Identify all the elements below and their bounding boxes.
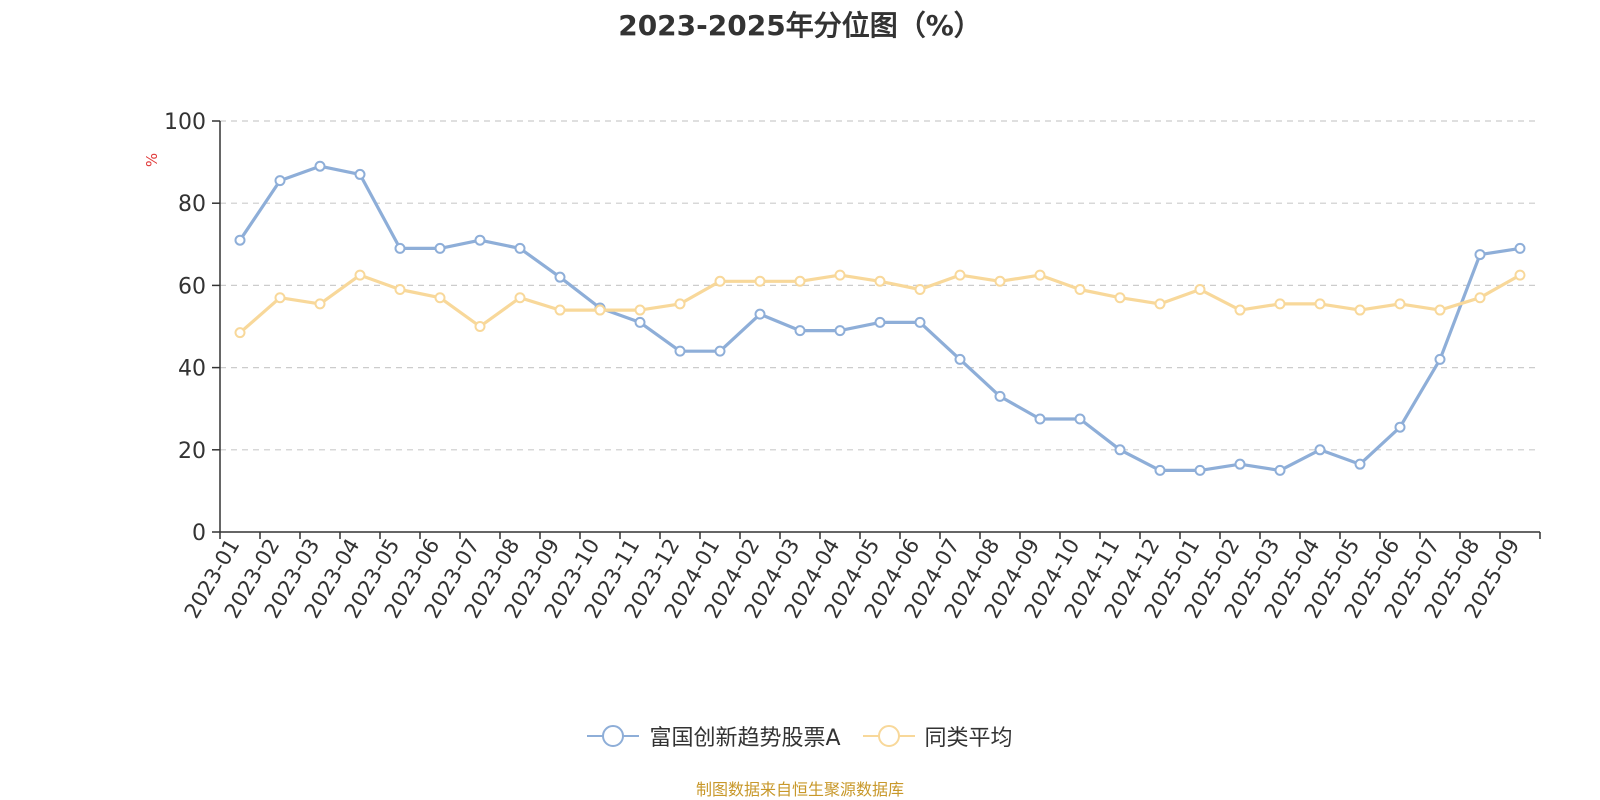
data-point-series-2[interactable]	[274, 292, 286, 304]
data-point-series-1[interactable]	[514, 242, 526, 254]
data-point-series-2[interactable]	[1194, 284, 1206, 296]
data-point-series-2[interactable]	[794, 275, 806, 287]
data-point-series-2[interactable]	[954, 269, 966, 281]
data-point-series-1[interactable]	[874, 316, 886, 328]
y-tick-label: 80	[178, 192, 206, 217]
data-point-series-2[interactable]	[1354, 304, 1366, 316]
data-point-series-2[interactable]	[474, 321, 486, 332]
legend-item-series-2[interactable]: 同类平均	[862, 720, 1013, 752]
data-point-series-2[interactable]	[1314, 298, 1326, 310]
data-point-series-1[interactable]	[794, 325, 806, 337]
data-point-series-2[interactable]	[554, 304, 566, 316]
data-point-series-2[interactable]	[994, 275, 1006, 287]
series	[234, 160, 1526, 476]
data-point-series-2[interactable]	[594, 304, 606, 316]
data-point-series-2[interactable]	[1154, 298, 1166, 310]
data-point-series-1[interactable]	[1514, 242, 1526, 254]
data-point-series-2[interactable]	[834, 269, 846, 281]
data-point-series-2[interactable]	[634, 304, 646, 316]
y-tick-label: 0	[192, 521, 206, 546]
data-point-series-2[interactable]	[1034, 269, 1046, 281]
data-point-series-2[interactable]	[394, 284, 406, 296]
y-tick-label: 60	[178, 274, 206, 299]
data-point-series-1[interactable]	[1354, 458, 1366, 470]
data-point-series-2[interactable]	[234, 327, 246, 339]
data-point-series-1[interactable]	[474, 234, 486, 246]
data-point-series-1[interactable]	[394, 242, 406, 254]
data-point-series-1[interactable]	[834, 325, 846, 337]
data-point-series-1[interactable]	[1434, 353, 1446, 365]
data-point-series-1[interactable]	[1194, 464, 1206, 476]
data-point-series-2[interactable]	[314, 298, 326, 310]
data-point-series-1[interactable]	[914, 316, 926, 328]
data-point-series-1[interactable]	[1394, 421, 1406, 433]
data-point-series-1[interactable]	[1154, 464, 1166, 476]
data-point-series-1[interactable]	[714, 345, 726, 357]
legend-label-series-1: 富国创新趋势股票A	[649, 726, 841, 751]
data-point-series-1[interactable]	[1274, 464, 1286, 476]
data-point-series-2[interactable]	[354, 269, 366, 281]
source-note: 制图数据来自恒生聚源数据库	[695, 780, 904, 799]
data-point-series-1[interactable]	[234, 234, 246, 246]
data-point-series-1[interactable]	[1034, 413, 1046, 425]
data-point-series-1[interactable]	[314, 160, 326, 172]
data-point-series-2[interactable]	[1514, 269, 1526, 281]
data-point-series-2[interactable]	[1114, 292, 1126, 304]
data-point-series-1[interactable]	[1074, 413, 1086, 425]
data-point-series-2[interactable]	[1434, 304, 1446, 316]
data-point-series-1[interactable]	[354, 168, 366, 180]
data-point-series-2[interactable]	[674, 298, 686, 310]
data-point-series-1[interactable]	[554, 271, 566, 283]
legend-marker-series-2	[862, 725, 915, 747]
data-point-series-2[interactable]	[714, 275, 726, 287]
data-point-series-2[interactable]	[514, 292, 526, 304]
data-point-series-1[interactable]	[954, 353, 966, 365]
data-point-series-2[interactable]	[754, 275, 766, 287]
data-point-series-2[interactable]	[1474, 292, 1486, 304]
data-point-series-2[interactable]	[914, 284, 926, 296]
data-point-series-1[interactable]	[674, 345, 686, 357]
axes: 0204060801002023-012023-022023-032023-04…	[164, 110, 1541, 622]
data-point-series-1[interactable]	[754, 308, 766, 320]
y-axis-label: %	[143, 153, 161, 167]
data-point-series-2[interactable]	[1274, 298, 1286, 310]
data-point-series-1[interactable]	[434, 242, 446, 254]
legend: 富国创新趋势股票A 同类平均	[0, 720, 1600, 752]
data-point-series-2[interactable]	[874, 275, 886, 287]
y-tick-label: 20	[178, 439, 206, 464]
data-point-series-2[interactable]	[434, 292, 446, 304]
data-point-series-2[interactable]	[1074, 284, 1086, 296]
data-point-series-1[interactable]	[634, 316, 646, 328]
data-point-series-1[interactable]	[994, 390, 1006, 402]
legend-marker-series-1	[587, 725, 640, 747]
data-point-series-1[interactable]	[1474, 249, 1486, 261]
data-point-series-2[interactable]	[1394, 298, 1406, 310]
chart-title: 2023-2025年分位图（%）	[618, 9, 982, 42]
data-point-series-1[interactable]	[1314, 444, 1326, 456]
data-point-series-2[interactable]	[1234, 304, 1246, 316]
y-tick-label: 40	[178, 357, 206, 382]
legend-label-series-2: 同类平均	[924, 726, 1013, 751]
data-point-series-1[interactable]	[1114, 444, 1126, 456]
data-point-series-1[interactable]	[274, 175, 286, 187]
legend-item-series-1[interactable]: 富国创新趋势股票A	[587, 720, 841, 752]
y-tick-label: 100	[164, 110, 206, 135]
data-point-series-1[interactable]	[1234, 458, 1246, 470]
